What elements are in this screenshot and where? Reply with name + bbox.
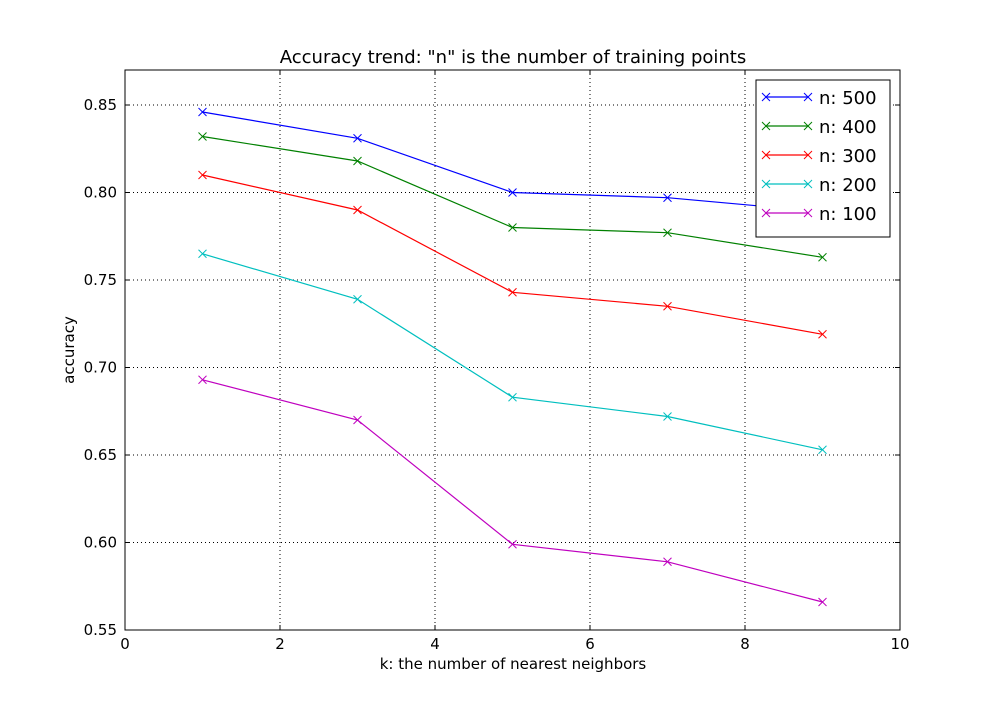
legend-label: n: 500	[819, 88, 877, 109]
legend-label: n: 300	[819, 146, 877, 167]
legend-label: n: 200	[819, 175, 877, 196]
y-tick-label: 0.55	[84, 621, 117, 639]
series-line	[202, 379, 823, 603]
chart-title: Accuracy trend: "n" is the number of tra…	[280, 47, 747, 68]
data-point-marker	[353, 133, 362, 143]
x-tick-label: 8	[740, 635, 750, 653]
y-tick-label: 0.85	[84, 96, 117, 114]
series-line	[202, 174, 823, 335]
legend-marker	[761, 208, 771, 218]
legend-marker	[803, 150, 813, 160]
x-axis-label: k: the number of nearest neighbors	[380, 655, 647, 673]
data-point-marker	[508, 392, 517, 402]
data-point-marker	[353, 205, 362, 215]
data-point-marker	[198, 249, 207, 259]
grid	[125, 70, 900, 630]
data-point-marker	[198, 132, 207, 141]
x-tick-label: 2	[275, 635, 285, 653]
data-point-marker	[198, 107, 207, 117]
data-point-marker	[353, 156, 362, 166]
legend-marker	[761, 179, 771, 189]
y-tick-label: 0.65	[84, 446, 117, 464]
data-point-marker	[818, 597, 827, 607]
legend-marker	[803, 208, 813, 218]
data-point-marker	[353, 415, 362, 425]
y-tick-label: 0.80	[84, 184, 117, 202]
x-tick-label: 4	[430, 635, 440, 653]
series-line	[202, 111, 823, 213]
x-tick-label: 6	[585, 635, 595, 653]
legend-marker	[761, 121, 771, 131]
y-tick-label: 0.75	[84, 271, 117, 289]
data-point-marker	[508, 539, 517, 549]
data-point-marker	[508, 287, 517, 297]
y-axis-label: accuracy	[60, 316, 78, 384]
legend-marker	[803, 179, 813, 189]
data-point-marker	[663, 193, 672, 203]
legend: n: 500 n: 400 n: 300 n: 200 n: 100	[755, 79, 891, 238]
data-point-marker	[663, 301, 672, 311]
series-lines	[198, 107, 827, 607]
series-line	[202, 253, 823, 451]
data-point-marker	[663, 557, 672, 567]
legend-marker	[803, 92, 813, 102]
plot-area-frame	[124, 69, 901, 631]
data-point-marker	[663, 412, 672, 421]
x-tick-label: 0	[120, 635, 130, 653]
legend-box	[755, 79, 891, 238]
legend-marker	[761, 150, 771, 160]
legend-label: n: 400	[819, 117, 877, 138]
data-point-marker	[818, 252, 827, 262]
x-tick-label: 10	[890, 635, 909, 653]
data-point-marker	[353, 294, 362, 304]
axis-ticks: 0 2 4 6 8 10 0.55 0.60 0.65 0.70 0.75 0.80 0.85	[84, 70, 910, 653]
data-point-marker	[818, 445, 827, 455]
series-line	[202, 135, 823, 258]
data-point-marker	[663, 228, 672, 238]
legend-label: n: 100	[819, 204, 877, 225]
data-point-marker	[508, 188, 517, 197]
data-point-marker	[818, 329, 827, 339]
y-tick-label: 0.60	[84, 534, 117, 552]
legend-marker	[761, 92, 771, 102]
data-point-marker	[198, 375, 207, 385]
data-point-marker	[198, 170, 207, 180]
legend-marker	[803, 121, 813, 131]
y-tick-label: 0.70	[84, 359, 117, 377]
data-point-marker	[508, 223, 517, 232]
